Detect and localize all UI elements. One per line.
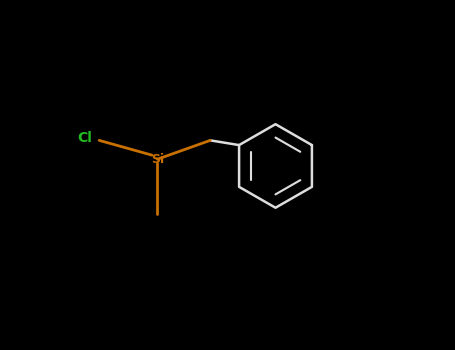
Text: Cl: Cl: [77, 131, 92, 145]
Text: Si: Si: [151, 153, 164, 166]
